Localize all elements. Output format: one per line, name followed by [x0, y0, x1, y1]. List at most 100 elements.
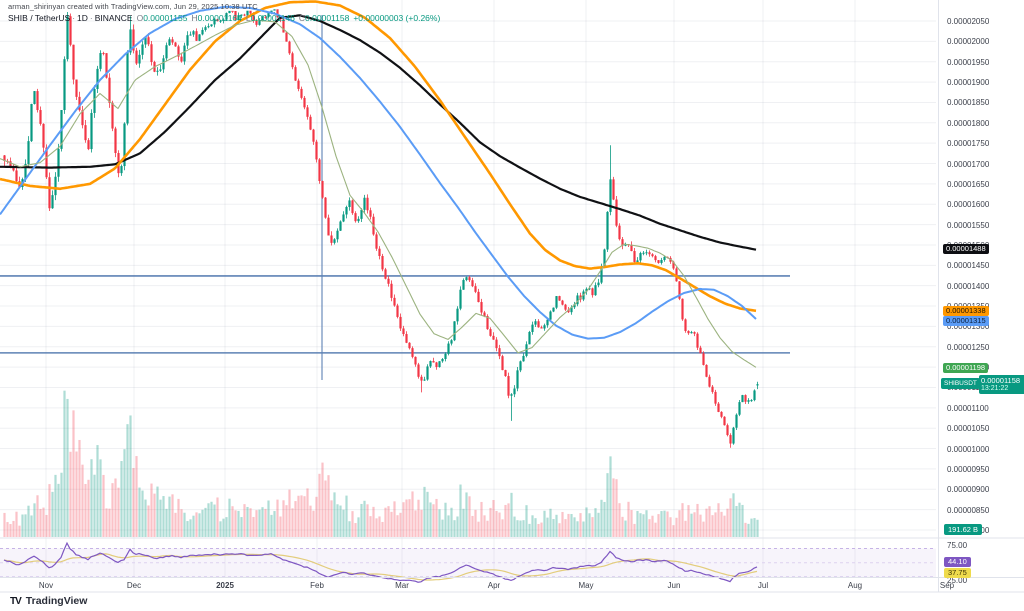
volume-bar [6, 522, 9, 537]
candle-body [654, 256, 657, 261]
candle-body [87, 140, 90, 150]
candle-body [396, 305, 399, 317]
volume-bar [60, 472, 63, 537]
volume-bar [93, 474, 96, 537]
volume-bar [456, 516, 459, 537]
time-axis-label: 2025 [216, 581, 234, 590]
volume-bar [291, 508, 294, 537]
volume-bar [213, 504, 216, 537]
volume-bar [36, 495, 39, 537]
candle-body [393, 297, 396, 306]
candle-body [12, 166, 15, 171]
volume-bar [420, 509, 423, 537]
price-axis-tick: 0.00001000 [947, 444, 990, 454]
candle-body [51, 195, 54, 209]
volume-bar [711, 515, 714, 537]
volume-bar [702, 521, 705, 537]
tradingview-attribution[interactable]: TV TradingView [10, 595, 87, 607]
volume-bar [129, 415, 132, 537]
volume-bar [39, 508, 42, 537]
volume-bar [699, 514, 702, 537]
candle-body [531, 324, 534, 332]
volume-bar [249, 508, 252, 537]
rsi-tick-25: 25.00 [947, 576, 968, 585]
volume-bar [198, 513, 201, 537]
candle-body [189, 34, 192, 36]
volume-bar [87, 479, 90, 537]
candle-body [744, 395, 747, 402]
candle-body [663, 256, 666, 260]
volume-bar [351, 511, 354, 537]
volume-bar [588, 513, 591, 537]
candle-body [444, 353, 447, 360]
volume-bar [411, 491, 414, 537]
volume-bar [105, 508, 108, 537]
candle-body [327, 217, 330, 236]
candle-body [93, 88, 96, 113]
candle-body [723, 416, 726, 426]
candle-body [573, 304, 576, 308]
volume-bar [321, 462, 324, 537]
candle-body [270, 10, 273, 13]
candle-body [306, 107, 309, 117]
volume-bar [468, 496, 471, 537]
candle-body [36, 91, 39, 111]
candle-body [642, 252, 645, 254]
candle-body [261, 16, 264, 21]
candle-body [54, 176, 57, 196]
volume-bar [201, 509, 204, 537]
volume-bar [645, 510, 648, 537]
candle-body [105, 53, 108, 78]
volume-bar [582, 521, 585, 537]
candle-body [471, 280, 474, 287]
volume-bar [624, 520, 627, 537]
volume-bar [315, 496, 318, 537]
volume-bar [144, 499, 147, 537]
volume-bar [141, 490, 144, 537]
volume-bar [96, 445, 99, 537]
volume-bar [285, 505, 288, 537]
volume-bar [444, 502, 447, 537]
candle-body [453, 321, 456, 341]
candle-body [240, 14, 243, 16]
candle-body [456, 308, 459, 322]
volume-bar [297, 495, 300, 537]
volume-bar [513, 516, 516, 537]
volume-bar [477, 521, 480, 537]
volume-bar [24, 514, 27, 537]
volume-bar [270, 514, 273, 537]
candle-body [717, 403, 720, 412]
volume-bar [474, 509, 477, 537]
volume-bar [579, 513, 582, 537]
rsi-ma-line [3, 553, 758, 581]
volume-bar [546, 517, 549, 537]
candle-body [9, 161, 12, 167]
volume-bar [378, 516, 381, 537]
candle-body [378, 248, 381, 256]
price-axis-tick: 0.00002000 [947, 37, 990, 47]
candle-body [234, 11, 237, 21]
candle-body [255, 20, 258, 25]
candle-body [243, 14, 246, 16]
volume-bar [276, 499, 279, 537]
volume-bar [81, 464, 84, 537]
candle-body [537, 321, 540, 328]
candle-body [549, 311, 552, 320]
volume-bar [186, 521, 189, 537]
volume-bar [366, 504, 369, 537]
candle-body [753, 390, 756, 401]
volume-bar [279, 516, 282, 537]
volume-bar [567, 513, 570, 537]
time-axis-label: May [578, 581, 594, 590]
candle-body [33, 91, 36, 104]
candle-body [720, 411, 723, 417]
volume-bar [663, 510, 666, 537]
volume-bar [75, 451, 78, 537]
rsi-ma-value-label: 37.75 [944, 568, 971, 578]
volume-bar [717, 503, 720, 537]
candle-body [609, 179, 612, 212]
candle-body [30, 103, 33, 142]
volume-bar [465, 492, 468, 537]
volume-bar [363, 500, 366, 537]
